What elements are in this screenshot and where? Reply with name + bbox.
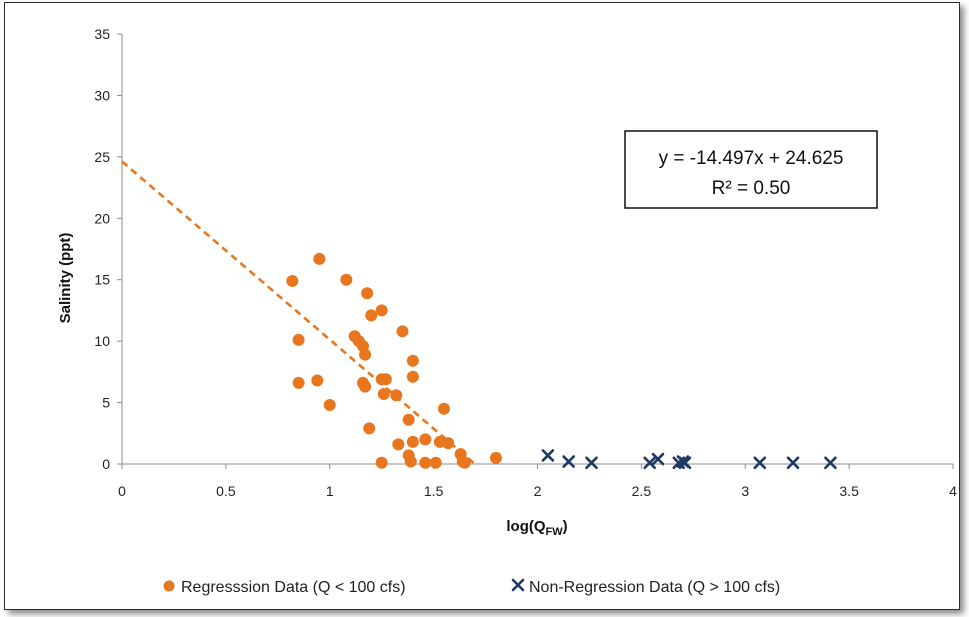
regression-point <box>390 389 403 402</box>
y-tick-label: 10 <box>94 333 110 349</box>
y-tick-label: 30 <box>94 87 110 103</box>
x-axis-title-close: ) <box>563 518 568 535</box>
non-regression-point <box>786 456 800 470</box>
regression-point <box>323 399 336 412</box>
legend-label-regression: Regresssion Data (Q < 100 cfs) <box>181 579 406 596</box>
regression-point <box>419 456 432 469</box>
r-squared-value: R² = 0.50 <box>712 178 791 199</box>
y-tick-labels: 0 5 10 15 20 25 30 35 <box>94 26 122 472</box>
regression-point <box>286 274 299 287</box>
regression-point <box>311 374 324 387</box>
regression-point <box>359 380 372 393</box>
y-tick-label: 0 <box>102 456 110 472</box>
y-tick-label: 35 <box>94 26 110 42</box>
regression-point <box>402 413 415 426</box>
x-tick-label: 0 <box>118 483 126 499</box>
legend: Regresssion Data (Q < 100 cfs) Non-Regre… <box>163 578 780 596</box>
regression-point <box>292 333 305 346</box>
non-regression-point <box>585 456 598 470</box>
regression-point <box>406 370 419 383</box>
regression-point <box>340 273 353 286</box>
regression-point <box>419 433 432 446</box>
equation-box: y = -14.497x + 24.625 R² = 0.50 <box>624 130 878 209</box>
trendline <box>121 160 476 465</box>
legend-label-non-regression: Non-Regression Data (Q > 100 cfs) <box>529 579 780 596</box>
regression-point <box>375 304 388 317</box>
non-regression-series <box>541 449 837 470</box>
x-tick-label: 4 <box>949 483 957 499</box>
legend-marker-circle <box>163 580 175 592</box>
trendline-path <box>121 160 476 465</box>
regression-point <box>404 455 417 468</box>
regression-point <box>442 437 455 450</box>
regression-point <box>392 438 405 451</box>
legend-marker-x <box>511 578 525 592</box>
non-regression-point <box>753 456 767 470</box>
regression-point <box>406 354 419 367</box>
y-tick-label: 20 <box>94 210 110 226</box>
x-tick-label: 3 <box>741 483 749 499</box>
regression-point <box>375 456 388 469</box>
regression-point <box>359 348 372 361</box>
regression-point <box>456 455 469 468</box>
y-axis-title: Salinity (ppt) <box>57 233 74 324</box>
regression-point <box>363 422 376 435</box>
x-tick-label: 3.5 <box>839 483 859 499</box>
non-regression-point <box>824 456 837 470</box>
regression-point <box>292 376 305 389</box>
trendline-equation: y = -14.497x + 24.625 <box>659 148 844 169</box>
non-regression-point <box>643 456 656 470</box>
non-regression-point <box>651 452 665 466</box>
non-regression-point <box>562 455 575 468</box>
regression-point <box>406 435 419 448</box>
x-axis-title-main: log(Q <box>506 518 545 535</box>
y-tick-label: 15 <box>94 272 110 288</box>
regression-point <box>377 387 390 400</box>
x-tick-label: 1.5 <box>424 483 444 499</box>
chart-frame <box>4 2 960 610</box>
regression-point <box>361 287 374 300</box>
y-tick-label: 5 <box>102 395 110 411</box>
non-regression-point <box>678 456 692 470</box>
x-axis-title-subscript: FW <box>546 526 564 538</box>
x-tick-label: 2 <box>534 483 542 499</box>
x-tick-label: 0.5 <box>216 483 236 499</box>
regression-point <box>379 373 392 386</box>
equation-box-border <box>624 130 878 209</box>
regression-point <box>429 456 442 469</box>
x-axis-title: log(QFW) <box>506 518 567 538</box>
legend-item-non-regression: Non-Regression Data (Q > 100 cfs) <box>511 578 780 596</box>
x-tick-label: 2.5 <box>632 483 652 499</box>
x-tick-labels: 0 0.5 1 1.5 2 2.5 3 3.5 4 <box>118 464 957 499</box>
x-tick-label: 1 <box>326 483 334 499</box>
regression-point <box>438 402 451 415</box>
regression-point <box>365 309 378 322</box>
regression-point <box>396 325 409 338</box>
regression-point <box>489 451 502 464</box>
non-regression-point <box>541 449 555 462</box>
regression-series <box>286 252 502 469</box>
regression-point <box>313 252 326 265</box>
legend-item-regression: Regresssion Data (Q < 100 cfs) <box>163 579 406 596</box>
y-tick-label: 25 <box>94 149 110 165</box>
